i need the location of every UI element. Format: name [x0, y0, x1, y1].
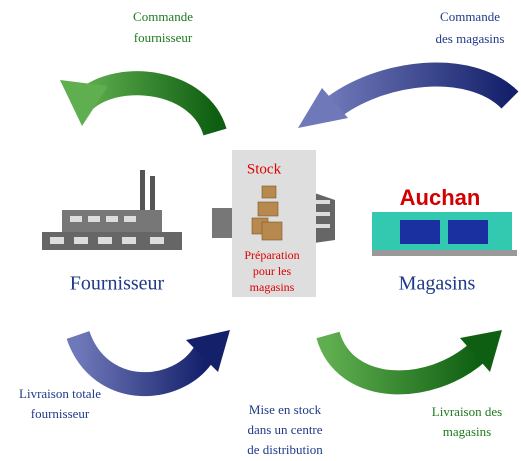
- delivery-stores-label: magasins: [443, 424, 491, 439]
- storage-label: Mise en stock: [249, 402, 322, 417]
- diagram: Auchan Commande fournisseur Commande des…: [0, 0, 521, 461]
- delivery-supplier-label: Livraison totale: [19, 386, 101, 401]
- order-stores-label: Commande: [440, 9, 500, 24]
- store-icon: Auchan: [372, 185, 517, 256]
- arrow-order-stores: [298, 75, 510, 128]
- preparation-label: pour les: [253, 264, 292, 278]
- order-supplier-label: fournisseur: [134, 30, 193, 45]
- storage-label: dans un centre: [247, 422, 322, 437]
- arrow-order-supplier: [60, 80, 215, 132]
- stock-label: Stock: [247, 161, 282, 177]
- store-logo: Auchan: [400, 185, 481, 210]
- supplier-label: Fournisseur: [70, 273, 165, 295]
- arrow-delivery-supplier: [78, 330, 230, 384]
- delivery-stores-label: Livraison des: [432, 404, 502, 419]
- preparation-label: magasins: [250, 280, 295, 294]
- order-stores-label: des magasins: [436, 31, 505, 46]
- delivery-supplier-label: fournisseur: [31, 406, 90, 421]
- arrow-delivery-stores: [328, 330, 502, 382]
- order-supplier-label: Commande: [133, 9, 193, 24]
- storage-label: de distribution: [247, 442, 323, 457]
- preparation-label: Préparation: [244, 248, 299, 262]
- factory-icon: [42, 170, 182, 250]
- stores-label: Magasins: [399, 273, 476, 295]
